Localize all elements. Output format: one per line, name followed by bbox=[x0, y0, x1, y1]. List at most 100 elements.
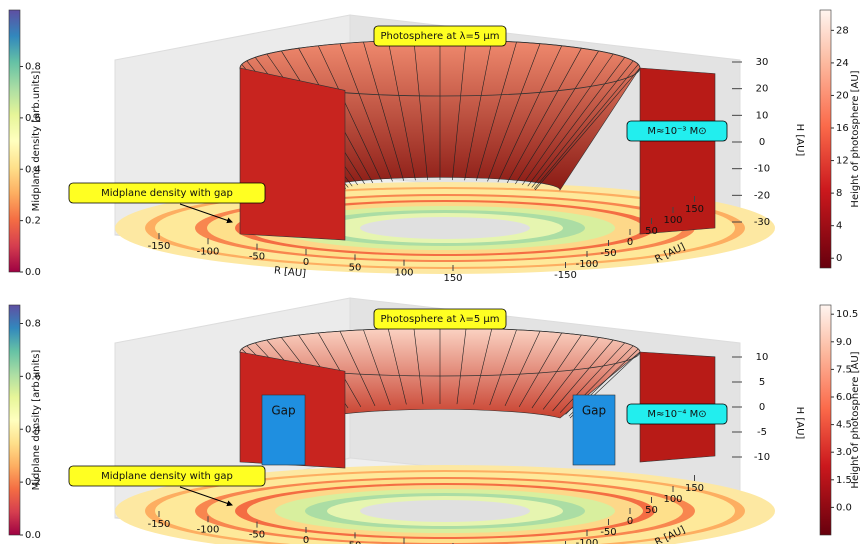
surface-mesh bbox=[317, 45, 383, 183]
z-tick-label: -10 bbox=[754, 164, 770, 175]
photosphere-label: Photosphere at λ=5 μm bbox=[381, 314, 500, 325]
surface-mesh bbox=[452, 40, 467, 181]
colorbar-tick-label: 20 bbox=[836, 90, 849, 101]
mass-label: M≈10⁻⁴ M⊙ bbox=[647, 409, 706, 420]
colorbar-tick-label: 28 bbox=[836, 25, 849, 36]
colorbar-tick-label: 0.0 bbox=[25, 267, 41, 278]
colorbar-tick-label: 12 bbox=[836, 156, 849, 167]
mass-label: M≈10⁻³ M⊙ bbox=[647, 126, 706, 137]
midplane-label: Midplane density with gap bbox=[101, 471, 233, 482]
z-axis-label: H [AU] bbox=[794, 124, 805, 157]
surface-mesh bbox=[506, 48, 582, 184]
surface-mesh bbox=[387, 40, 416, 181]
y-tick-label: 0 bbox=[627, 237, 633, 248]
colorbar-tick-label: 0.8 bbox=[25, 319, 41, 330]
midplane-label: Midplane density with gap bbox=[101, 188, 233, 199]
z-tick-label: 0 bbox=[759, 402, 765, 413]
surface-mesh bbox=[522, 53, 614, 186]
x-tick-label: -100 bbox=[197, 524, 220, 535]
colorbar-tick-label: 0.8 bbox=[25, 62, 41, 73]
disk-ring bbox=[360, 500, 530, 522]
x-tick-label: 150 bbox=[443, 273, 462, 284]
colorbar-tick-label: 24 bbox=[836, 58, 849, 69]
x-tick-label: -100 bbox=[197, 246, 220, 257]
surface-mesh bbox=[533, 64, 639, 189]
z-tick-label: 20 bbox=[756, 84, 769, 95]
colorbar-label: Height of photosphere [AU] bbox=[850, 351, 861, 488]
surface-mesh bbox=[515, 50, 599, 185]
surface-mesh bbox=[413, 40, 428, 181]
gap-label: Gap bbox=[582, 404, 606, 418]
x-tick-label: 0 bbox=[303, 257, 309, 268]
surface-mesh bbox=[476, 42, 517, 181]
x-tick-label: 50 bbox=[349, 262, 362, 273]
colorbar-tick-label: 0.0 bbox=[836, 502, 852, 513]
x-tick-label: -150 bbox=[148, 241, 171, 252]
colorbar-tick-label: 4.5 bbox=[836, 420, 852, 431]
colorbar-tick-label: 10.5 bbox=[836, 309, 858, 320]
midplane-arrow bbox=[179, 486, 233, 507]
colorbar-tick-label: 0 bbox=[836, 253, 842, 264]
x-tick-label: 50 bbox=[349, 540, 362, 544]
z-tick-label: -30 bbox=[754, 217, 770, 228]
surface-mesh bbox=[456, 328, 467, 405]
colorbar-tick-label: 16 bbox=[836, 123, 849, 134]
colorbar-tick-label: 9.0 bbox=[836, 337, 852, 348]
colorbar bbox=[819, 9, 832, 269]
z-tick-label: 5 bbox=[759, 377, 765, 388]
mass-label-box bbox=[626, 403, 728, 425]
colorbar-tick-label: 8 bbox=[836, 188, 842, 199]
midplane-label-box bbox=[68, 182, 266, 204]
disk-ring bbox=[360, 217, 530, 239]
surface-mesh bbox=[339, 43, 393, 182]
colorbar bbox=[819, 304, 832, 536]
z-tick-label: 10 bbox=[756, 110, 769, 121]
y-tick-label: 50 bbox=[645, 505, 658, 516]
photosphere-label: Photosphere at λ=5 μm bbox=[381, 31, 500, 42]
z-tick-label: 30 bbox=[756, 57, 769, 68]
z-tick-label: 0 bbox=[759, 137, 765, 148]
y-tick-label: -50 bbox=[600, 248, 616, 259]
colorbar-tick-label: 0.4 bbox=[25, 164, 41, 175]
y-tick-label: -150 bbox=[554, 270, 577, 281]
colorbar-tick-label: 0.2 bbox=[25, 216, 41, 227]
x-tick-label: 0 bbox=[303, 535, 309, 544]
surface-mesh bbox=[464, 40, 493, 181]
y-tick-label: 50 bbox=[645, 226, 658, 237]
y-tick-label: 150 bbox=[685, 204, 704, 215]
gap-region bbox=[572, 394, 616, 466]
gap-region bbox=[261, 394, 306, 466]
colorbar-tick-label: 0.6 bbox=[25, 113, 41, 124]
colorbar-label: Height of photosphere [AU] bbox=[850, 70, 861, 207]
z-tick-label: -20 bbox=[754, 190, 770, 201]
surface-mesh bbox=[387, 328, 407, 405]
photosphere-label-box bbox=[373, 25, 507, 47]
midplane-arrow bbox=[179, 203, 233, 224]
colorbar bbox=[8, 304, 21, 536]
surface-mesh bbox=[413, 328, 424, 405]
surface-mesh bbox=[542, 337, 599, 410]
y-tick-label: -100 bbox=[576, 259, 599, 270]
y-tick-label: 0 bbox=[627, 516, 633, 527]
surface-mesh bbox=[363, 329, 391, 406]
colorbar-tick-label: 3.0 bbox=[836, 447, 852, 458]
surface-mesh bbox=[497, 45, 563, 183]
colorbar-tick-label: 0.4 bbox=[25, 424, 41, 435]
photosphere-wall-right bbox=[639, 67, 716, 235]
colorbar-tick-label: 0.0 bbox=[25, 530, 41, 541]
colorbar-tick-label: 1.5 bbox=[836, 475, 852, 486]
x-axis-label: R [AU] bbox=[273, 265, 306, 279]
mass-label-box bbox=[626, 120, 728, 142]
colorbar-tick-label: 6.0 bbox=[836, 392, 852, 403]
surface-mesh bbox=[363, 42, 404, 181]
surface-mesh bbox=[339, 331, 376, 407]
surface-mesh bbox=[473, 328, 493, 405]
photosphere-label-box bbox=[373, 308, 507, 330]
colorbar-label: Midplane density [arb.units] bbox=[31, 350, 42, 491]
surface-mesh bbox=[527, 57, 626, 187]
x-tick-label: -50 bbox=[249, 252, 265, 263]
colorbar-label: Midplane density [arb.units] bbox=[31, 71, 42, 212]
y-tick-label: 100 bbox=[663, 215, 682, 226]
z-axis-label: H [AU] bbox=[794, 407, 805, 440]
